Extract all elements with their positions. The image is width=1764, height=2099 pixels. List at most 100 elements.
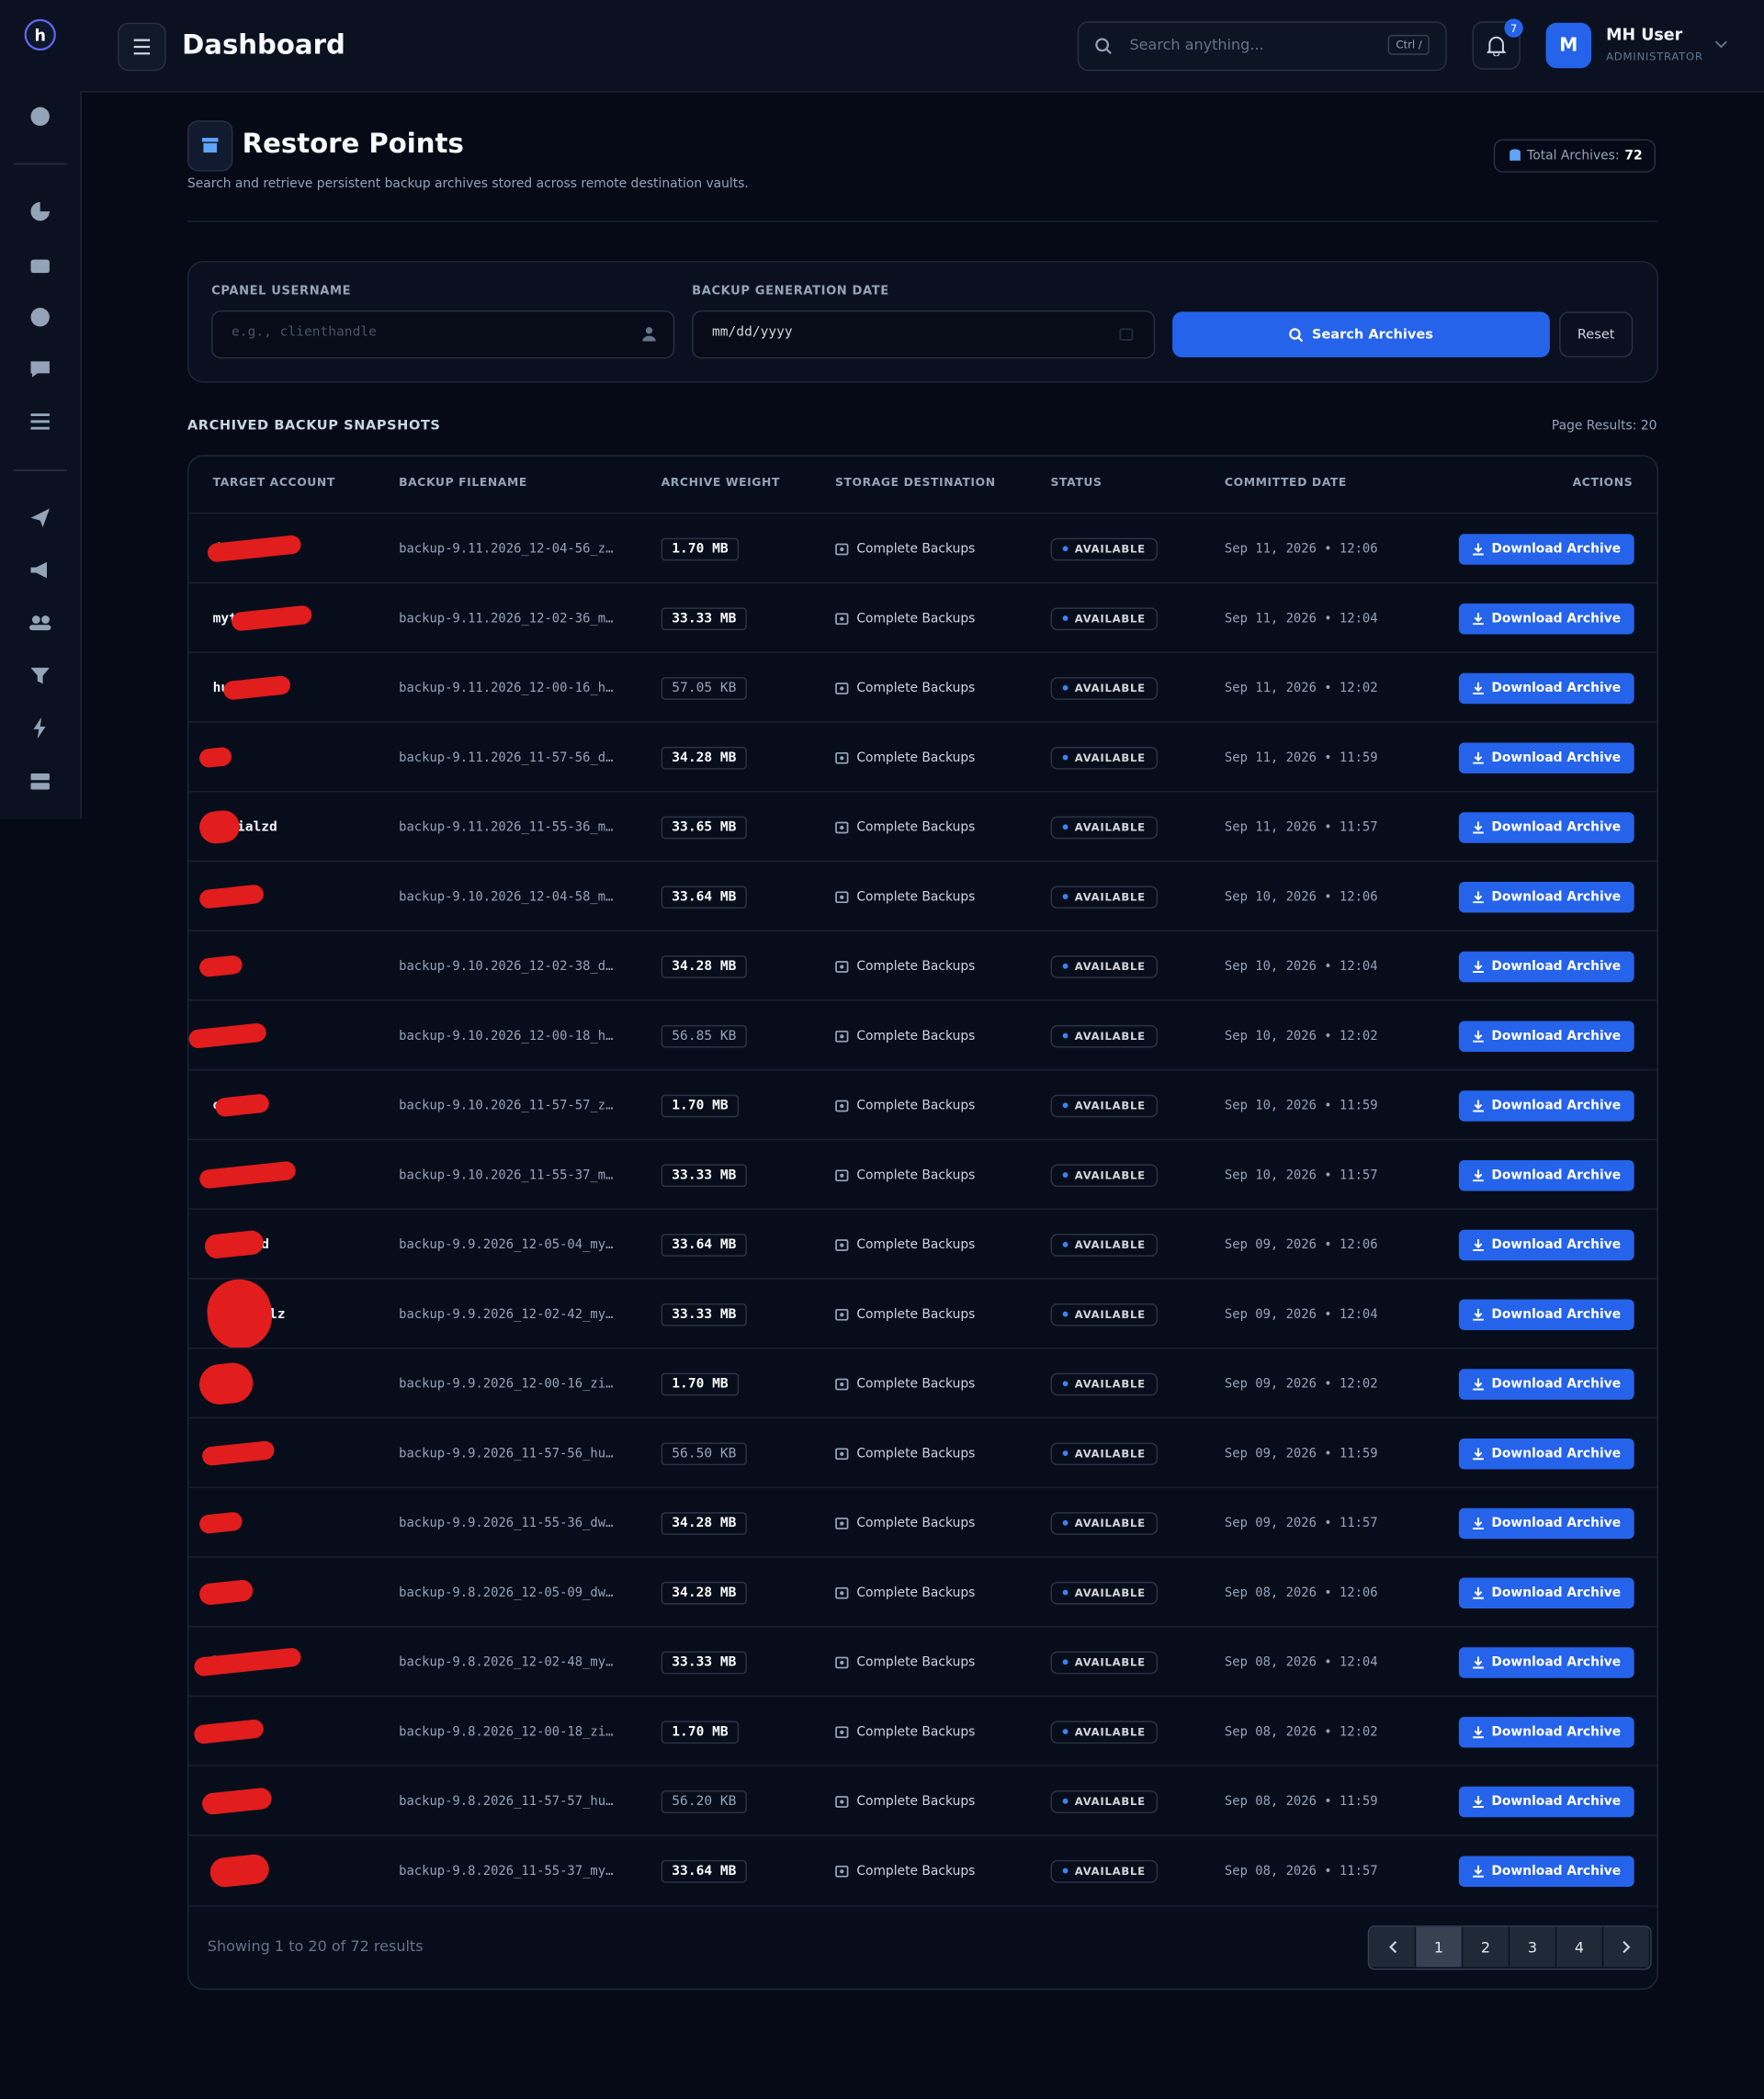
- committed-date: Sep 09, 2026 • 11:59: [1224, 1446, 1378, 1461]
- nav-ai[interactable]: [27, 304, 53, 331]
- status-badge: AVAILABLE: [1050, 1581, 1158, 1604]
- redaction: [198, 954, 243, 978]
- nav-reports[interactable]: [27, 198, 53, 225]
- filename: backup-9.10.2026_12-00-18_h…: [399, 1028, 614, 1044]
- page-number[interactable]: 3: [1510, 1926, 1557, 1968]
- weight-cell: 56.85 KB: [661, 1001, 748, 1071]
- nav-messages[interactable]: [27, 355, 53, 382]
- drive-icon: [835, 890, 849, 903]
- nav-filter[interactable]: [27, 662, 53, 689]
- download-button[interactable]: Download Archive: [1459, 1229, 1634, 1260]
- action-cell: Download Archive: [1459, 1836, 1634, 1906]
- filename-cell: backup-9.8.2026_12-02-48_my…: [399, 1627, 613, 1697]
- logo[interactable]: h: [24, 18, 56, 51]
- user-menu[interactable]: [1714, 39, 1728, 50]
- reset-button[interactable]: Reset: [1559, 311, 1634, 357]
- download-button[interactable]: Download Archive: [1459, 603, 1634, 634]
- column-header: STORAGE DESTINATION: [835, 476, 996, 491]
- download-button[interactable]: Download Archive: [1459, 672, 1634, 704]
- destination: Complete Backups: [856, 750, 976, 765]
- archive-weight: 56.50 KB: [661, 1441, 748, 1465]
- download-button[interactable]: Download Archive: [1459, 1368, 1634, 1400]
- download-button[interactable]: Download Archive: [1459, 1576, 1634, 1608]
- drive-icon: [835, 1447, 849, 1460]
- download-button[interactable]: Download Archive: [1459, 1507, 1634, 1539]
- download-button[interactable]: Download Archive: [1459, 1089, 1634, 1122]
- column-header: ARCHIVE WEIGHT: [661, 476, 781, 491]
- table-row: obackup-9.9.2026_11-55-36_dw…34.28 MBCom…: [188, 1486, 1657, 1557]
- date-cell: Sep 11, 2026 • 12:06: [1225, 513, 1378, 583]
- nav-announce[interactable]: [27, 557, 53, 583]
- archive-weight: 56.85 KB: [661, 1024, 748, 1047]
- drive-icon: [835, 1586, 849, 1598]
- weight-cell: 1.70 MB: [661, 1349, 740, 1418]
- download-button[interactable]: Download Archive: [1459, 1786, 1634, 1817]
- download-button[interactable]: Download Archive: [1459, 881, 1634, 912]
- nav-settings[interactable]: [27, 408, 53, 434]
- committed-date: Sep 11, 2026 • 12:02: [1224, 680, 1378, 695]
- download-icon: [1473, 1864, 1485, 1878]
- nav-users[interactable]: [27, 609, 53, 636]
- status-cell: AVAILABLE: [1050, 1418, 1158, 1488]
- destination: Complete Backups: [856, 1168, 976, 1183]
- nav-power[interactable]: [27, 715, 53, 741]
- download-button[interactable]: Download Archive: [1459, 1855, 1634, 1887]
- download-button[interactable]: Download Archive: [1459, 533, 1634, 565]
- nav-dashboard[interactable]: [27, 103, 53, 130]
- divider: [187, 220, 1657, 222]
- status-dot: [1062, 1102, 1069, 1109]
- page-number[interactable]: 1: [1416, 1926, 1464, 1968]
- search-box[interactable]: Search anything... Ctrl /: [1077, 21, 1447, 72]
- nav-servers[interactable]: [27, 768, 53, 795]
- download-button[interactable]: Download Archive: [1459, 1020, 1634, 1052]
- menu-button[interactable]: [118, 22, 166, 72]
- download-button[interactable]: Download Archive: [1459, 1716, 1634, 1747]
- drive-icon: [835, 1865, 849, 1877]
- nav-send[interactable]: [27, 504, 53, 531]
- page-arrow[interactable]: [1369, 1926, 1417, 1968]
- download-label: Download Archive: [1491, 1515, 1622, 1530]
- download-button[interactable]: Download Archive: [1459, 1438, 1634, 1469]
- archive-weight: 1.70 MB: [661, 1371, 740, 1395]
- download-icon: [1473, 1238, 1485, 1251]
- date-input[interactable]: mm/dd/yyyy: [692, 310, 1156, 359]
- status-dot: [1062, 1519, 1069, 1526]
- notifications[interactable]: 7: [1472, 18, 1523, 70]
- download-label: Download Archive: [1491, 680, 1622, 695]
- status: AVAILABLE: [1074, 612, 1146, 625]
- download-button[interactable]: Download Archive: [1459, 1646, 1634, 1678]
- download-icon: [1473, 890, 1485, 903]
- action-cell: Download Archive: [1459, 1210, 1634, 1280]
- username-placeholder: e.g., clienthandle: [232, 324, 377, 341]
- search-button[interactable]: Search Archives: [1172, 311, 1550, 357]
- page-number[interactable]: 2: [1463, 1926, 1510, 1968]
- status-cell: AVAILABLE: [1050, 583, 1158, 653]
- status: AVAILABLE: [1074, 1099, 1146, 1112]
- download-button[interactable]: Download Archive: [1459, 1159, 1634, 1191]
- table-row: my ddialzbackup-9.9.2026_12-02-42_my…33.…: [188, 1276, 1657, 1352]
- page-arrow[interactable]: [1603, 1926, 1651, 1968]
- destination-cell: Complete Backups: [835, 1697, 975, 1766]
- username-input[interactable]: e.g., clienthandle: [211, 310, 675, 359]
- status-badge: AVAILABLE: [1050, 1163, 1158, 1187]
- date-cell: Sep 08, 2026 • 12:04: [1225, 1627, 1378, 1697]
- page-number[interactable]: 4: [1556, 1926, 1604, 1968]
- table-row: alzbackup-9.10.2026_11-55-37_m…33.33 MBC…: [188, 1138, 1657, 1210]
- date-cell: Sep 09, 2026 • 12:04: [1225, 1280, 1378, 1349]
- download-button[interactable]: Download Archive: [1459, 811, 1634, 843]
- archive-weight: 33.64 MB: [661, 885, 748, 908]
- download-button[interactable]: Download Archive: [1459, 951, 1634, 982]
- download-button[interactable]: Download Archive: [1459, 741, 1634, 773]
- avatar[interactable]: M: [1545, 22, 1592, 69]
- download-button[interactable]: Download Archive: [1459, 1298, 1634, 1330]
- filename: backup-9.10.2026_11-57-57_z…: [399, 1098, 614, 1113]
- download-icon: [1473, 1099, 1485, 1112]
- status-cell: AVAILABLE: [1050, 653, 1158, 723]
- destination: Complete Backups: [856, 1585, 976, 1600]
- committed-date: Sep 09, 2026 • 12:04: [1224, 1306, 1378, 1322]
- nav-bots[interactable]: [27, 252, 53, 278]
- action-cell: Download Archive: [1459, 931, 1634, 1001]
- action-cell: Download Archive: [1459, 1001, 1634, 1071]
- download-label: Download Archive: [1491, 1306, 1622, 1322]
- destination: Complete Backups: [856, 680, 976, 695]
